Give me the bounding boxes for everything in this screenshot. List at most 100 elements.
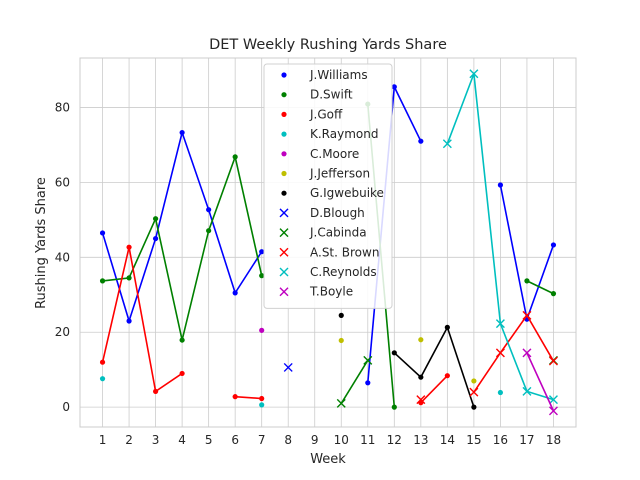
x-marker-stroke (469, 69, 479, 79)
x-tick-label: 11 (360, 433, 375, 447)
x-marker (279, 267, 289, 277)
y-tick-label: 20 (55, 325, 70, 339)
x-tick-label: 17 (519, 433, 534, 447)
legend-entry: G.Igwebuike (281, 186, 384, 200)
dot-marker (391, 404, 397, 410)
x-marker (283, 362, 293, 372)
x-marker-stroke (522, 348, 532, 358)
dot-marker (152, 235, 159, 242)
dot-marker (259, 273, 265, 279)
dot-marker (179, 337, 185, 343)
x-marker (279, 287, 289, 297)
legend-entry: J.Cabinda (279, 226, 367, 240)
dot-marker (444, 373, 450, 379)
x-tick-label: 7 (258, 433, 266, 447)
legend-entry: D.Blough (279, 206, 365, 220)
legend-label: G.Igwebuike (310, 186, 384, 200)
x-marker (548, 356, 558, 366)
x-tick-label: 18 (546, 433, 561, 447)
x-marker (416, 395, 426, 405)
x-tick-label: 1 (99, 433, 107, 447)
series-line (526, 280, 554, 295)
x-marker (495, 319, 505, 329)
chart-title: DET Weekly Rushing Yards Share (209, 37, 447, 53)
x-marker (495, 348, 505, 358)
legend-label: J.Goff (309, 107, 343, 121)
dot-marker (232, 290, 238, 296)
dot-marker (444, 324, 450, 330)
legend-entry: C.Reynolds (279, 265, 377, 279)
dot-marker (550, 242, 557, 248)
dot-marker (232, 394, 238, 400)
x-marker-stroke (548, 356, 558, 366)
series-j-jefferson (338, 337, 477, 384)
y-tick-label: 80 (55, 100, 70, 114)
x-marker-stroke (279, 267, 289, 277)
series-k-raymond (99, 376, 504, 408)
x-marker-stroke (548, 395, 558, 405)
dot-marker (281, 92, 287, 98)
x-marker (522, 348, 532, 358)
x-tick-label: 2 (125, 433, 133, 447)
x-tick-label: 8 (284, 433, 292, 447)
x-marker-stroke (283, 362, 293, 372)
legend-entry: A.St. Brown (279, 245, 379, 259)
x-marker-stroke (279, 287, 289, 297)
dot-marker (152, 388, 159, 395)
x-tick-label: 10 (334, 433, 349, 447)
legend-entry: D.Swift (281, 88, 353, 102)
legend-entry: C.Moore (281, 147, 359, 161)
series-j-goff (99, 244, 450, 406)
x-marker (469, 69, 479, 79)
dot-marker (99, 359, 106, 365)
legend-label: D.Blough (310, 206, 365, 220)
x-tick-label: 6 (231, 433, 239, 447)
dot-marker (281, 111, 287, 117)
x-marker (336, 398, 346, 408)
legend-label: J.Williams (309, 68, 368, 82)
series-c-reynolds (442, 69, 558, 405)
x-marker (548, 406, 558, 416)
x-marker-stroke (363, 355, 373, 365)
x-marker (522, 386, 532, 396)
x-marker (522, 310, 532, 320)
legend-entry: T.Boyle (279, 285, 353, 299)
dot-marker (179, 370, 185, 377)
dot-marker (206, 207, 212, 213)
dot-marker (259, 327, 265, 333)
dot-marker (391, 350, 397, 356)
series-g-igwebuike (338, 312, 477, 410)
series-line (393, 325, 475, 408)
dot-marker (365, 380, 371, 386)
dot-marker (126, 275, 132, 281)
x-marker (279, 228, 289, 238)
dot-marker (281, 72, 287, 78)
dot-marker (391, 84, 397, 90)
series-t-boyle (522, 348, 558, 416)
y-tick-label: 60 (55, 175, 70, 189)
dot-marker (471, 378, 477, 384)
dot-marker (418, 337, 424, 343)
legend-label: J.Jefferson (309, 167, 370, 181)
x-tick-label: 14 (440, 433, 455, 447)
dot-marker (524, 278, 530, 284)
x-marker-stroke (495, 348, 505, 358)
dot-marker (99, 376, 106, 382)
dot-marker (281, 131, 287, 137)
dot-marker (418, 138, 424, 144)
x-marker-stroke (336, 398, 346, 408)
x-marker-stroke (442, 139, 452, 149)
legend-label: C.Reynolds (310, 265, 377, 279)
dot-marker (179, 129, 185, 136)
dot-marker (497, 389, 504, 396)
plot-frame (79, 57, 577, 428)
x-marker-stroke (416, 395, 426, 405)
legend-box (263, 63, 393, 309)
dot-marker (338, 312, 344, 318)
series-line (235, 395, 262, 400)
x-marker (548, 395, 558, 405)
series-d-blough (283, 362, 293, 372)
y-axis-label: Rushing Yards Share (34, 177, 49, 309)
x-marker-stroke (495, 319, 505, 329)
